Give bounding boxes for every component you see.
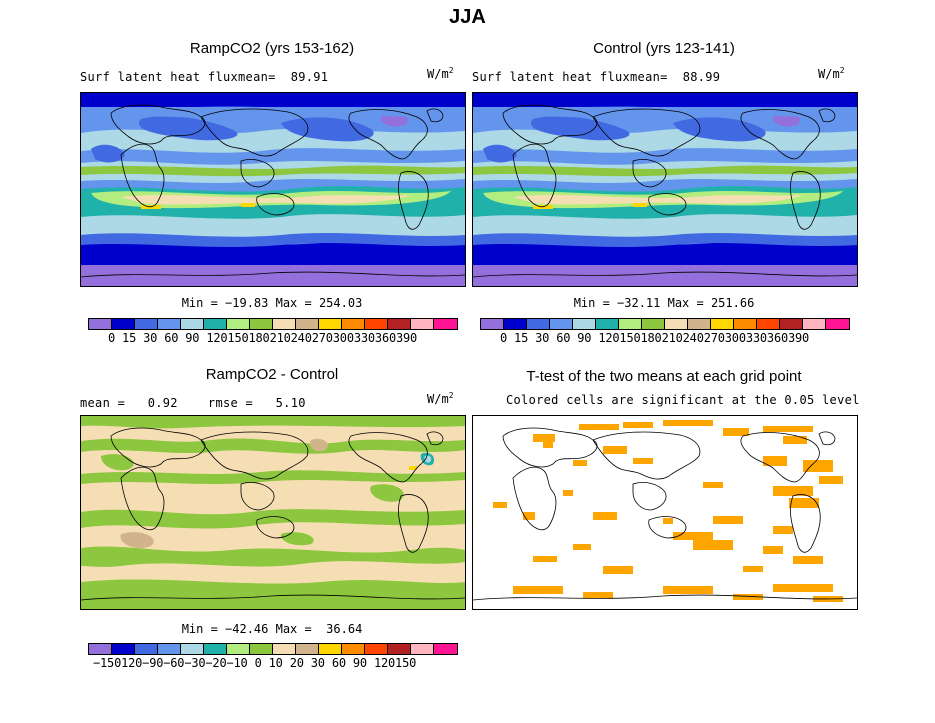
colorbar-swatch: [227, 644, 250, 654]
colorbar-swatch: [711, 319, 734, 329]
colorbar-swatch: [112, 644, 135, 654]
positive-diff-bands: [81, 416, 465, 609]
colorbar-swatch: [619, 319, 642, 329]
colorbar-swatch: [388, 319, 411, 329]
colorbar-swatches: [89, 319, 457, 329]
colorbar-swatch: [596, 319, 619, 329]
unit-label-difference: W/m2: [427, 391, 454, 406]
panel-title-rampco2: RampCO2 (yrs 153-162): [189, 40, 355, 57]
colorbar-swatch: [158, 644, 181, 654]
minmax-control: Min = −32.11 Max = 251.66: [573, 296, 755, 310]
colorbar-swatch: [250, 319, 273, 329]
colorbar-swatch: [227, 319, 250, 329]
colorbar-swatch: [135, 644, 158, 654]
map-ttest: [472, 415, 858, 610]
colorbar-swatch: [481, 319, 504, 329]
colorbar-swatch: [642, 319, 665, 329]
significant-cells: [493, 420, 843, 602]
colorbar-difference: [88, 643, 458, 655]
colorbar-swatch: [411, 319, 434, 329]
colorbar-ticks-control: 0 15 30 60 90 12015018021024027030033036…: [500, 331, 810, 345]
colorbar-swatch: [273, 644, 296, 654]
difference-map: [81, 416, 465, 609]
colorbar-swatch: [319, 644, 342, 654]
colorbar-swatch: [112, 319, 135, 329]
colorbar-swatch: [296, 319, 319, 329]
colorbar-rampco2: [88, 318, 458, 330]
colorbar-swatch: [204, 319, 227, 329]
colorbar-ticks-rampco2: 0 15 30 60 90 12015018021024027030033036…: [108, 331, 418, 345]
colorbar-swatch: [527, 319, 550, 329]
colorbar-control: [480, 318, 850, 330]
map-control: [472, 92, 858, 287]
colorbar-swatch: [757, 319, 780, 329]
latent-heat-map-control: [473, 93, 857, 286]
colorbar-swatches: [89, 644, 457, 654]
negative-diff-patches: [120, 438, 328, 549]
colorbar-swatch: [688, 319, 711, 329]
panel-title-difference: RampCO2 - Control: [205, 366, 339, 383]
colorbar-swatch: [665, 319, 688, 329]
colorbar-swatch: [89, 644, 112, 654]
unit-label-control: W/m2: [818, 66, 845, 81]
colorbar-swatch: [411, 644, 434, 654]
colorbar-ticks-difference: −150120−90−60−30−20−10 0 10 20 30 60 90 …: [93, 656, 417, 670]
colorbar-swatch: [342, 644, 365, 654]
colorbar-swatch: [319, 319, 342, 329]
panel-title-ttest: T-test of the two means at each grid poi…: [526, 368, 802, 385]
map-rampco2: [80, 92, 466, 287]
colorbar-swatch: [803, 319, 826, 329]
colorbar-swatch: [388, 644, 411, 654]
colorbar-swatch: [89, 319, 112, 329]
colorbar-swatch: [181, 319, 204, 329]
colorbar-swatch: [434, 319, 457, 329]
ttest-significance-map: [473, 416, 857, 609]
colorbar-swatch: [342, 319, 365, 329]
latent-heat-map-rampco2: [81, 93, 465, 286]
colorbar-swatch: [550, 319, 573, 329]
panel-title-control: Control (yrs 123-141): [593, 40, 735, 57]
colorbar-swatch: [250, 644, 273, 654]
colorbar-swatch: [504, 319, 527, 329]
colorbar-swatch: [780, 319, 803, 329]
colorbar-swatch: [826, 319, 849, 329]
map-difference: [80, 415, 466, 610]
minmax-difference: Min = −42.46 Max = 36.64: [181, 622, 363, 636]
colorbar-swatch: [204, 644, 227, 654]
colorbar-swatch: [365, 319, 388, 329]
figure-title: JJA: [449, 6, 486, 28]
colorbar-swatches: [481, 319, 849, 329]
unit-label-rampco2: W/m2: [427, 66, 454, 81]
colorbar-swatch: [365, 644, 388, 654]
panel-subtitle-rampco2: Surf latent heat fluxmean= 89.91: [80, 70, 329, 84]
colorbar-swatch: [135, 319, 158, 329]
colorbar-swatch: [181, 644, 204, 654]
colorbar-swatch: [734, 319, 757, 329]
panel-subtitle-control: Surf latent heat fluxmean= 88.99: [472, 70, 721, 84]
colorbar-swatch: [158, 319, 181, 329]
colorbar-swatch: [273, 319, 296, 329]
colorbar-swatch: [296, 644, 319, 654]
panel-subtitle-ttest: Colored cells are significant at the 0.0…: [506, 393, 860, 407]
colorbar-swatch: [434, 644, 457, 654]
panel-subtitle-difference: mean = 0.92 rmse = 5.10: [80, 396, 306, 410]
minmax-rampco2: Min = −19.83 Max = 254.03: [181, 296, 363, 310]
colorbar-swatch: [573, 319, 596, 329]
